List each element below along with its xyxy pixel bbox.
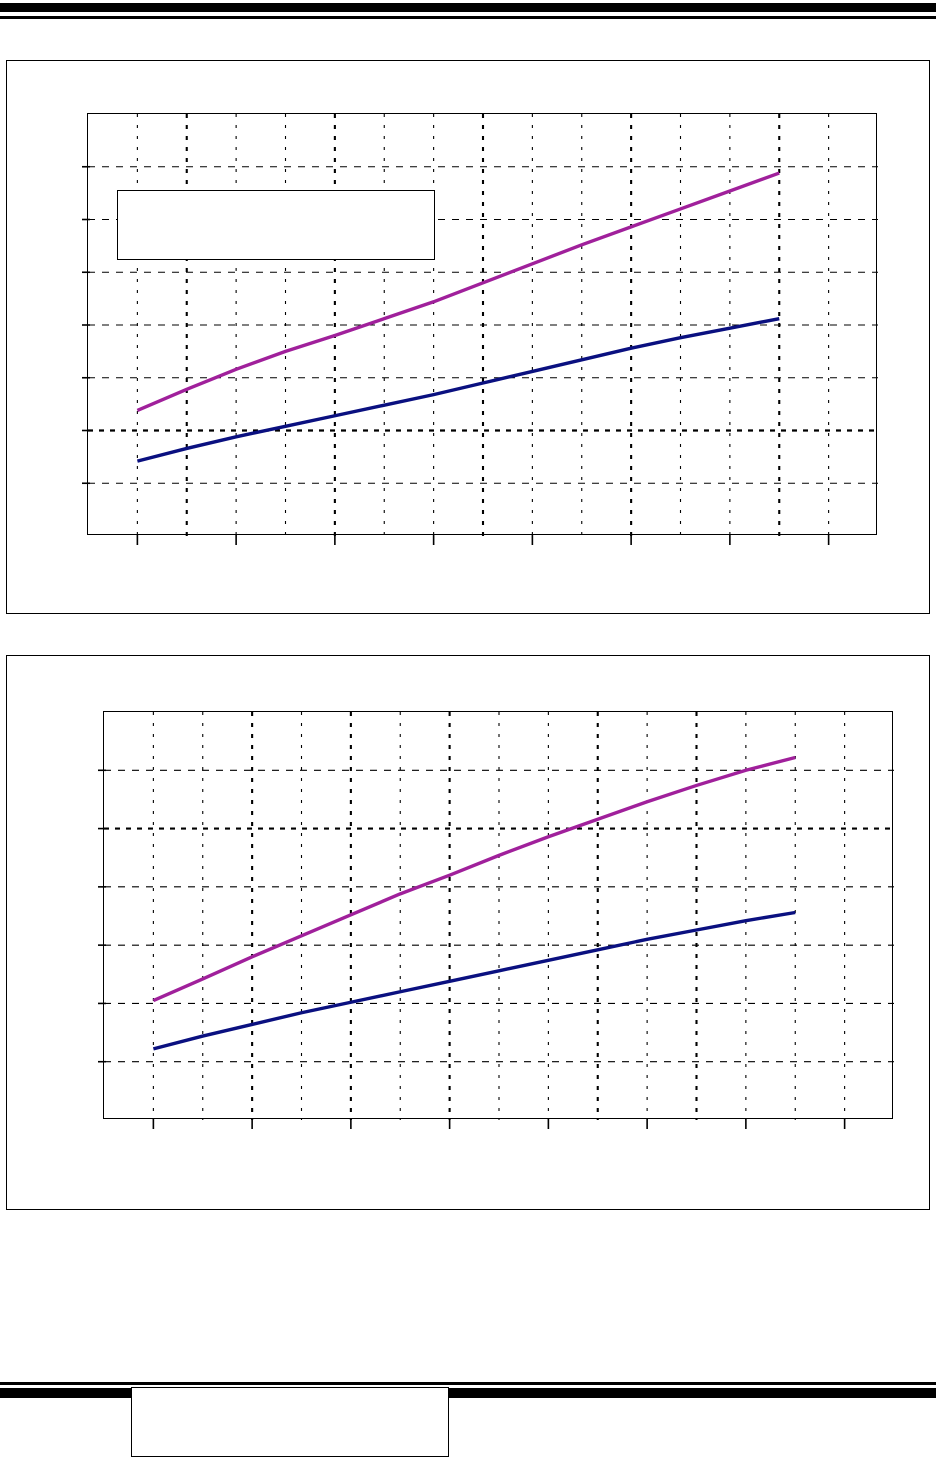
top-thick-bar — [0, 3, 936, 12]
lower-legend-box — [131, 1387, 449, 1457]
upper-chart-svg — [82, 114, 878, 545]
upper-line-chart — [82, 113, 878, 545]
upper-legend-entries — [118, 191, 434, 259]
top-thin-rule — [0, 16, 936, 19]
series-line-series-navy — [152, 910, 796, 1051]
bottom-thin-rule — [0, 1382, 936, 1385]
lower-panel — [6, 655, 930, 1457]
lower-chart-svg — [98, 712, 894, 1129]
lower-line-chart — [98, 711, 894, 1129]
series-line-series-magenta — [136, 171, 780, 413]
bottom-thick-bar — [0, 1388, 936, 1398]
series-line-series-navy — [136, 317, 780, 463]
lower-legend-entries — [132, 1388, 448, 1456]
upper-plot-area — [82, 113, 878, 545]
series-line-series-magenta — [152, 755, 796, 1003]
upper-panel — [6, 60, 930, 614]
upper-legend-box — [117, 190, 435, 260]
lower-plot-area — [98, 711, 894, 1129]
